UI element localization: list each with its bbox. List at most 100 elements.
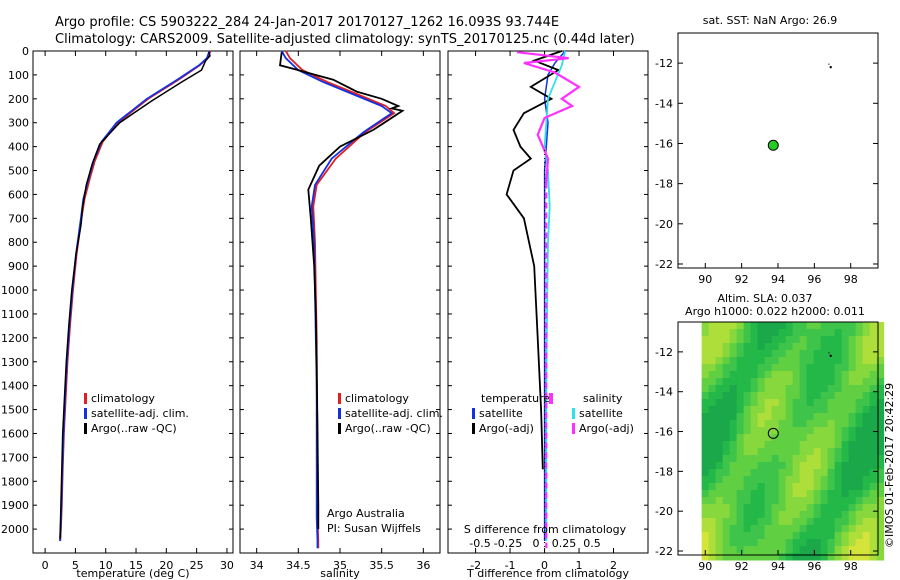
sla-cell — [764, 462, 773, 470]
sla-cell — [841, 490, 850, 498]
sla-cell — [736, 357, 745, 365]
sla-cell — [799, 413, 808, 421]
sla-cell — [722, 511, 731, 519]
sla-cell — [792, 357, 801, 365]
sla-cell — [876, 476, 885, 484]
sla-cell — [855, 441, 864, 449]
sla-cell — [736, 392, 745, 400]
sla-cell — [876, 343, 885, 351]
sla-cell — [813, 483, 822, 491]
sla-cell — [827, 420, 836, 428]
sla-cell — [799, 553, 808, 561]
sla-cell — [792, 399, 801, 407]
sla-cell — [841, 406, 850, 414]
sla-cell — [785, 336, 794, 344]
sla-cell — [848, 427, 857, 435]
sla-cell — [813, 511, 822, 519]
sla-cell — [855, 546, 864, 554]
sla-cell — [708, 518, 717, 526]
sla-cell — [806, 406, 815, 414]
sla-cell — [869, 420, 878, 428]
sla-cell — [820, 392, 829, 400]
sla-cell — [841, 385, 850, 393]
map1-title: sat. SST: NaN Argo: 26.9 — [703, 14, 837, 27]
sla-cell — [876, 427, 885, 435]
sla-cell — [827, 532, 836, 540]
sla-cell — [757, 511, 766, 519]
sla-cell — [806, 518, 815, 526]
y-tick-label: 1100 — [1, 308, 29, 321]
legend-2-1-label: satellite-adj. clim. — [345, 407, 443, 420]
sla-cell — [785, 378, 794, 386]
sla-cell — [785, 364, 794, 372]
sla-cell — [841, 532, 850, 540]
sla-cell — [708, 525, 717, 533]
map-y-tick-label: -16 — [655, 137, 673, 150]
sla-cell — [820, 357, 829, 365]
sla-cell — [876, 329, 885, 337]
sla-cell — [834, 392, 843, 400]
sla-cell — [827, 371, 836, 379]
sla-cell — [785, 483, 794, 491]
sla-cell — [764, 343, 773, 351]
sla-cell — [869, 364, 878, 372]
x-tick-label: 1 — [576, 559, 583, 572]
sla-cell — [764, 392, 773, 400]
sla-cell — [722, 371, 731, 379]
sla-cell — [729, 469, 738, 477]
sla-cell — [862, 553, 871, 561]
sla-cell — [715, 385, 724, 393]
sla-cell — [855, 539, 864, 547]
sla-cell — [841, 322, 850, 330]
sla-cell — [736, 518, 745, 526]
sla-cell — [708, 553, 717, 561]
sla-cell — [701, 364, 710, 372]
sla-cell — [841, 336, 850, 344]
sla-cell — [869, 511, 878, 519]
sla-cell — [722, 329, 731, 337]
sla-cell — [820, 427, 829, 435]
sla-cell — [708, 434, 717, 442]
y-tick-label: 1800 — [1, 475, 29, 488]
map-panel-1-frame — [677, 32, 879, 269]
sla-cell — [820, 455, 829, 463]
y-tick-label: 1900 — [1, 499, 29, 512]
sla-cell — [701, 350, 710, 358]
sla-cell — [876, 378, 885, 386]
sla-cell — [855, 406, 864, 414]
x-tick-label: 15 — [129, 559, 143, 572]
sla-cell — [778, 483, 787, 491]
sla-cell — [799, 441, 808, 449]
sla-cell — [743, 364, 752, 372]
sla-cell — [820, 476, 829, 484]
sla-cell — [792, 350, 801, 358]
sla-cell — [792, 378, 801, 386]
sla-cell — [876, 441, 885, 449]
sla-cell — [792, 420, 801, 428]
sla-cell — [876, 322, 885, 330]
sla-cell — [722, 497, 731, 505]
x-tick-label: 10 — [99, 559, 113, 572]
sla-cell — [764, 448, 773, 456]
sla-cell — [806, 497, 815, 505]
sla-cell — [708, 413, 717, 421]
sla-cell — [771, 504, 780, 512]
sla-cell — [876, 413, 885, 421]
sla-cell — [785, 399, 794, 407]
sla-cell — [827, 364, 836, 372]
sla-cell — [820, 350, 829, 358]
sla-cell — [869, 371, 878, 379]
map-x-tick-label: 96 — [807, 560, 821, 573]
sla-cell — [792, 469, 801, 477]
sla-cell — [750, 392, 759, 400]
sla-cell — [701, 322, 710, 330]
sla-cell — [771, 490, 780, 498]
sla-cell — [736, 539, 745, 547]
sla-cell — [715, 336, 724, 344]
sla-cell — [701, 532, 710, 540]
sla-cell — [757, 406, 766, 414]
series-line-argo-adj- — [516, 51, 582, 183]
sla-cell — [736, 490, 745, 498]
sla-cell — [750, 490, 759, 498]
sla-cell — [750, 350, 759, 358]
